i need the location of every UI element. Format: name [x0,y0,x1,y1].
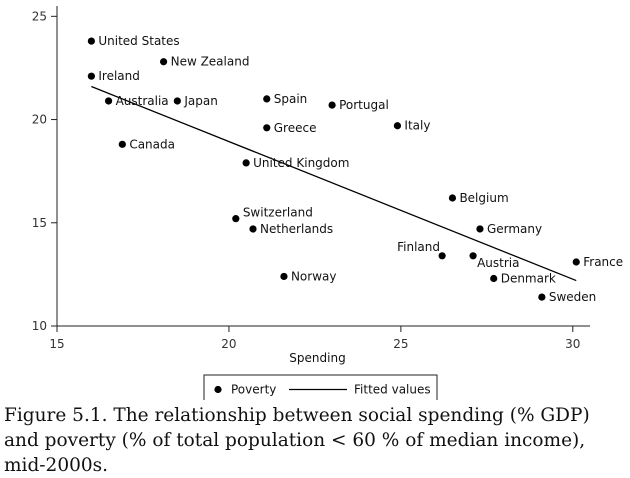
point-label-new-zealand: New Zealand [171,55,250,69]
point-australia [104,97,113,105]
legend-box [203,374,438,400]
point-label-norway: Norway [291,269,337,283]
point-finland [438,252,446,260]
point-germany [476,225,484,233]
point-belgium [448,194,457,202]
point-sweden [538,293,546,301]
points-group: United States New Zealand Ireland Australia… [87,34,623,304]
point-austria [469,252,477,260]
x-tick-label: 20 [221,337,236,351]
fitted-line [91,85,577,282]
legend-label-fitted-values: Fitted values [354,383,431,397]
point-label-netherlands: Netherlands [260,222,333,236]
point-united-states [87,37,95,45]
point-label-switzerland: Switzerland [243,206,313,220]
y-tick-label: 15 [32,216,47,230]
point-label-greece: Greece [274,121,317,135]
point-greece [263,124,271,132]
point-label-japan: Japan [183,94,217,108]
point-netherlands [249,225,257,233]
point-label-germany: Germany [487,222,542,236]
point-united-kingdom [242,159,250,167]
point-label-sweden: Sweden [549,290,596,304]
point-portugal [328,101,336,109]
x-tick-label: 15 [49,337,64,351]
y-tick-label: 25 [32,9,47,23]
point-italy [393,122,402,130]
point-denmark [490,274,498,283]
point-label-denmark: Denmark [501,272,556,286]
fitted-line-group [91,85,577,282]
point-label-spain: Spain [274,92,308,106]
point-label-united-states: United States [98,34,179,48]
point-label-belgium: Belgium [459,191,508,205]
point-new-zealand [160,58,168,66]
point-label-united-kingdom: United Kingdom [253,156,349,170]
point-label-italy: Italy [404,119,430,133]
point-spain [263,95,271,103]
point-switzerland [232,215,240,223]
point-france [572,258,580,266]
legend: Poverty Fitted values [203,374,438,400]
point-label-australia: Australia [116,94,169,108]
legend-label-poverty: Poverty [231,383,276,397]
point-label-france: France [583,255,623,269]
point-label-canada: Canada [129,137,175,151]
legend-marker-poverty [214,385,222,394]
x-tick-label: 30 [565,337,580,351]
point-canada [118,140,126,148]
point-ireland [87,72,95,80]
x-tick-label: 25 [393,337,408,351]
y-tick-label: 20 [32,113,47,127]
point-label-austria: Austria [477,256,519,270]
point-label-portugal: Portugal [339,98,389,112]
figure-caption: Figure 5.1. The relationship between soc… [4,405,590,476]
point-label-ireland: Ireland [98,69,140,83]
point-norway [280,272,288,281]
point-japan [173,97,181,105]
x-axis-label: Spending [289,351,345,365]
y-tick-label: 10 [32,319,47,333]
point-label-finland: Finland [397,240,440,254]
